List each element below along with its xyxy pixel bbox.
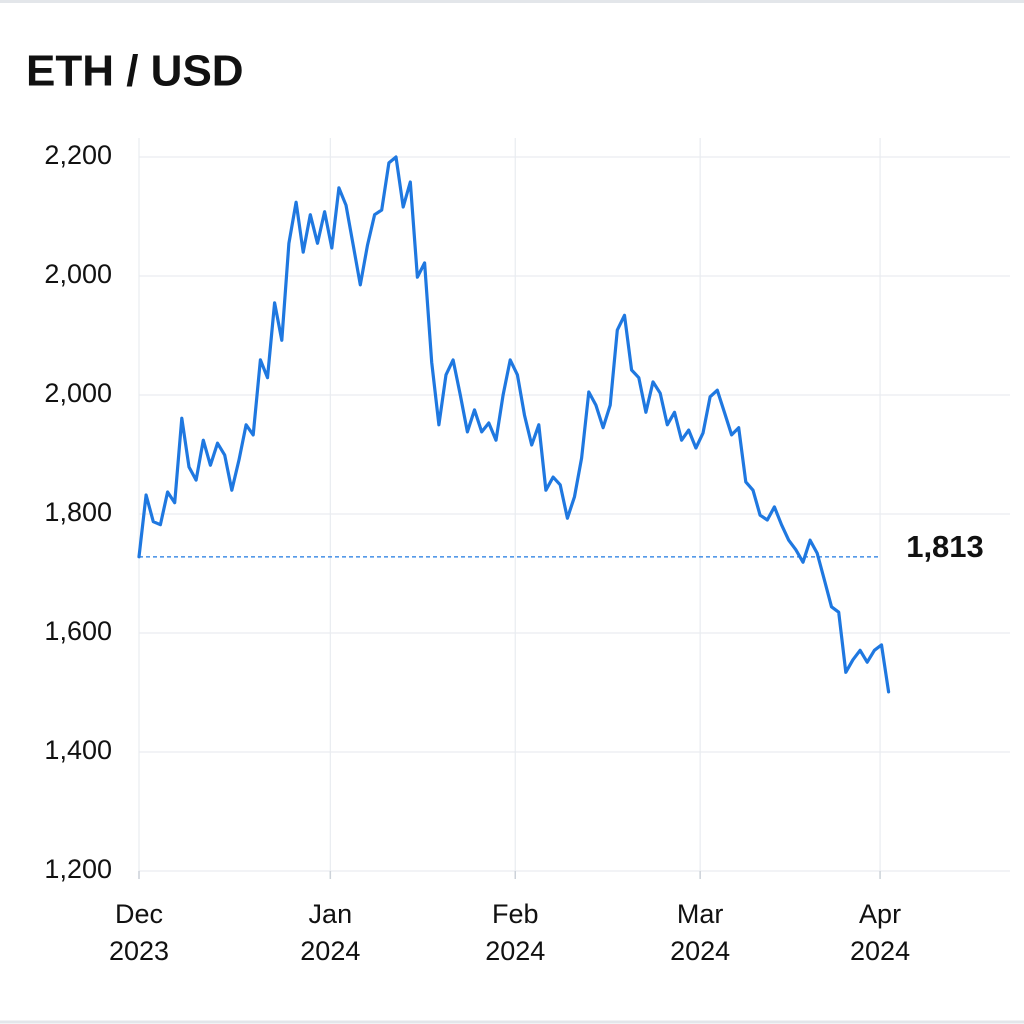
y-tick-label: 2,200: [44, 140, 112, 170]
x-tick-label: Jan: [309, 899, 353, 929]
x-tick-label: 2024: [300, 936, 360, 966]
y-tick-label: 1,200: [44, 854, 112, 884]
x-tick-label: Mar: [677, 899, 724, 929]
x-tick-label: Feb: [492, 899, 539, 929]
x-tick-label: 2024: [485, 936, 545, 966]
annotation: 1,813: [906, 529, 984, 564]
y-tick-label: 2,000: [44, 259, 112, 289]
y-tick-label: 1,600: [44, 616, 112, 646]
x-tick-label: 2024: [850, 936, 910, 966]
y-tick-label: 1,800: [44, 497, 112, 527]
price-line: [137, 155, 891, 694]
chart-title: ETH / USD: [26, 47, 244, 96]
x-tick-label: 2024: [670, 936, 730, 966]
y-tick-label: 1,400: [44, 735, 112, 765]
x-tick-label: Dec: [115, 899, 163, 929]
y-tick-label: 2,000: [44, 378, 112, 408]
x-tick-label: 2023: [109, 936, 169, 966]
x-tick-label: Apr: [859, 899, 901, 929]
